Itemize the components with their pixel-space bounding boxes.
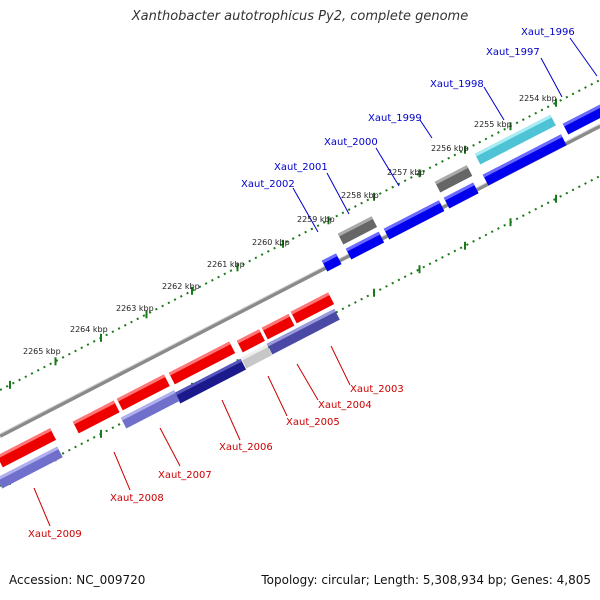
gene-feature-forward	[321, 253, 342, 272]
gene-feature-forward	[345, 231, 385, 260]
gene-label-xaut-2009: Xaut_2009	[28, 529, 82, 540]
gene-feature-reverse	[266, 308, 340, 355]
tick-label-2256: 2256 kbp	[431, 144, 469, 153]
accession-text: Accession: NC_009720	[9, 573, 146, 587]
tick-label-2262: 2262 kbp	[162, 282, 200, 291]
outer-major-ticks	[9, 98, 557, 389]
tick-label-2264: 2264 kbp	[70, 325, 108, 334]
gene-feature-forward	[474, 114, 556, 165]
gene-feature-forward	[562, 103, 600, 135]
tick-label-2254: 2254 kbp	[519, 94, 557, 103]
gene-feature-reverse	[240, 344, 273, 369]
gene-label-xaut-1999: Xaut_1999	[368, 113, 422, 124]
gene-label-xaut-2008: Xaut_2008	[110, 493, 164, 504]
tick-label-2258: 2258 kbp	[341, 191, 379, 200]
gene-feature-reverse	[0, 428, 57, 468]
gene-label-xaut-2006: Xaut_2006	[219, 442, 273, 453]
gene-feature-forward	[337, 216, 378, 245]
tick-label-2255: 2255 kbp	[474, 120, 512, 129]
genome-stats-text: Topology: circular; Length: 5,308,934 bp…	[261, 573, 591, 587]
tick-label-2259: 2259 kbp	[297, 215, 335, 224]
tick-label-2265: 2265 kbp	[23, 347, 61, 356]
gene-feature-reverse	[120, 390, 180, 429]
reverse-gene-labels: Xaut_2003 Xaut_2004 Xaut_2005 Xaut_2006 …	[28, 345, 404, 540]
tick-label-2261: 2261 kbp	[207, 260, 245, 269]
map-title: Xanthobacter autotrophicus Py2, complete…	[131, 9, 469, 24]
gene-label-xaut-2007: Xaut_2007	[158, 470, 212, 481]
forward-strand-genes	[321, 103, 600, 272]
gene-label-xaut-1997: Xaut_1997	[486, 47, 540, 58]
gene-feature-forward	[383, 200, 445, 240]
gene-feature-reverse	[0, 446, 63, 489]
tick-label-2263: 2263 kbp	[116, 304, 154, 313]
gene-feature-reverse	[168, 341, 236, 385]
gene-label-xaut-2001: Xaut_2001	[274, 162, 328, 173]
gene-feature-forward	[434, 165, 473, 193]
gene-feature-reverse	[72, 400, 120, 434]
gene-label-xaut-1996: Xaut_1996	[521, 27, 575, 38]
gene-label-xaut-2004: Xaut_2004	[318, 400, 372, 411]
gene-label-xaut-1998: Xaut_1998	[430, 79, 484, 90]
gene-feature-reverse	[261, 314, 295, 340]
gene-feature-reverse	[116, 374, 170, 411]
tick-label-2257: 2257 kbp	[387, 168, 425, 177]
gene-label-xaut-2000: Xaut_2000	[324, 137, 378, 148]
gene-feature-reverse	[290, 292, 335, 324]
gene-feature-forward	[443, 182, 479, 209]
tick-label-2260: 2260 kbp	[252, 238, 290, 247]
gene-label-xaut-2005: Xaut_2005	[286, 417, 340, 428]
gene-feature-reverse	[236, 329, 265, 353]
gene-feature-reverse	[174, 358, 247, 404]
gene-label-xaut-2003: Xaut_2003	[350, 384, 404, 395]
reverse-strand-genes	[0, 292, 340, 489]
kbp-labels: 2254 kbp 2255 kbp 2256 kbp 2257 kbp 2258…	[23, 94, 557, 356]
forward-gene-labels: Xaut_1996 Xaut_1997 Xaut_1998 Xaut_1999 …	[241, 27, 598, 233]
gene-feature-forward	[482, 134, 567, 186]
gene-label-xaut-2002: Xaut_2002	[241, 179, 295, 190]
